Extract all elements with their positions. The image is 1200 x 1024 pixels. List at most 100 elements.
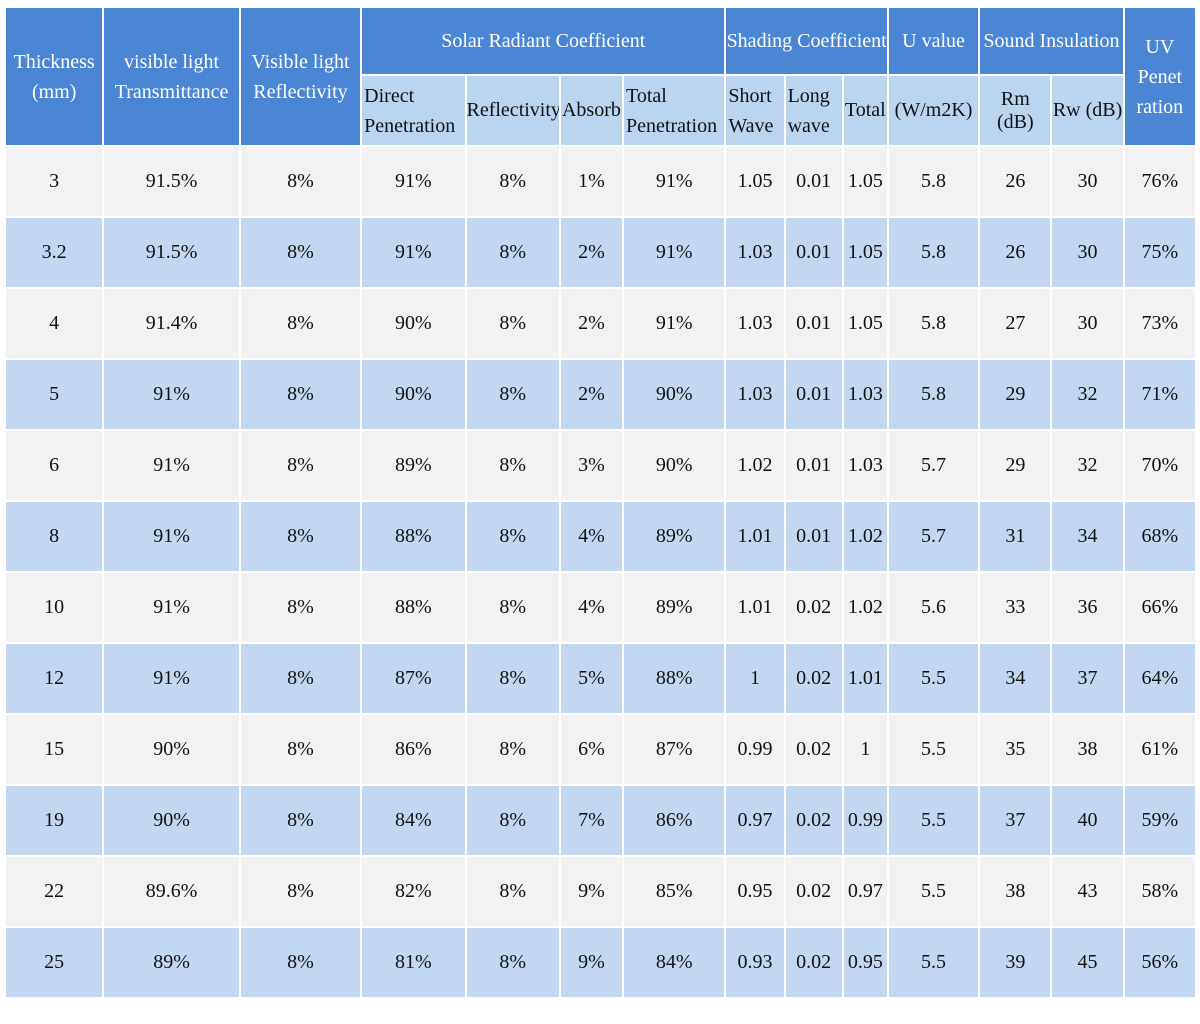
table-cell: 8% [240, 715, 361, 784]
table-cell: 3% [560, 431, 623, 500]
table-row: 10 91% 8% 88% 8% 4% 89% 1.01 0.02 1.02 5.6 33 36 66% [6, 573, 1195, 642]
table-cell: 85% [624, 857, 725, 926]
table-row: 19 90% 8% 84% 8% 7% 86% 0.97 0.02 0.99 5.5 37 40 59% [6, 786, 1195, 855]
table-cell: 30 [1052, 218, 1123, 287]
table-cell: 5.5 [888, 644, 979, 713]
header-visible-transmittance: visible light Transmittance [104, 8, 239, 145]
table-cell: 26 [980, 218, 1051, 287]
table-cell: 89% [624, 573, 725, 642]
table-cell: 8% [466, 715, 559, 784]
table-cell: 1 [726, 644, 784, 713]
header-shading-short: Short Wave [726, 76, 784, 145]
table-cell: 30 [1052, 147, 1123, 216]
table-cell: 1% [560, 147, 623, 216]
table-cell: 8% [466, 218, 559, 287]
table-cell: 0.02 [785, 715, 842, 784]
header-vr-line1: Visible light [251, 50, 350, 73]
table-body: 3 91.5% 8% 91% 8% 1% 91% 1.05 0.01 1.05 5.8 26 30 76%… [6, 147, 1195, 997]
table-cell: 8% [240, 431, 361, 500]
table-cell: 8% [240, 928, 361, 997]
table-cell: 8% [466, 147, 559, 216]
table-cell: 19 [6, 786, 103, 855]
header-vr-line2: Reflectivity [253, 80, 348, 103]
table-cell: 26 [980, 147, 1051, 216]
table-row: 8 91% 8% 88% 8% 4% 89% 1.01 0.01 1.02 5.7 31 34 68% [6, 502, 1195, 571]
header-thickness-line2: (mm) [31, 80, 77, 103]
table-cell: 56% [1124, 928, 1195, 997]
table-cell: 8% [466, 644, 559, 713]
table-cell: 4% [560, 573, 623, 642]
table-cell: 8% [240, 786, 361, 855]
table-cell: 0.97 [726, 786, 784, 855]
table-cell: 5.5 [888, 857, 979, 926]
table-cell: 38 [980, 857, 1051, 926]
header-ss-line2: Wave [728, 114, 774, 137]
table-cell: 8% [240, 147, 361, 216]
table-cell: 1.03 [726, 218, 784, 287]
table-row: 15 90% 8% 86% 8% 6% 87% 0.99 0.02 1 5.5 35 38 61% [6, 715, 1195, 784]
table-cell: 5.8 [888, 218, 979, 287]
table-cell: 8% [240, 218, 361, 287]
table-cell: 6% [560, 715, 623, 784]
table-cell: 84% [624, 928, 725, 997]
table-cell: 84% [362, 786, 465, 855]
table-cell: 0.01 [785, 289, 842, 358]
table-cell: 25 [6, 928, 103, 997]
table-cell: 38 [1052, 715, 1123, 784]
table-cell: 8% [466, 289, 559, 358]
table-cell: 2% [560, 218, 623, 287]
table-cell: 3 [6, 147, 103, 216]
header-uv: UV Penet ration [1124, 8, 1195, 145]
table-cell: 76% [1124, 147, 1195, 216]
header-u-value: U value [888, 8, 979, 74]
header-vt-line2: Transmittance [114, 80, 229, 103]
table-cell: 88% [624, 644, 725, 713]
header-uv-line1: UV [1145, 35, 1175, 58]
header-solar-group: Solar Radiant Coefficient [362, 8, 725, 74]
table-cell: 0.02 [785, 573, 842, 642]
table-row: 5 91% 8% 90% 8% 2% 90% 1.03 0.01 1.03 5.8 29 32 71% [6, 360, 1195, 429]
table-cell: 8% [466, 786, 559, 855]
header-sound-rw: Rw (dB) [1052, 76, 1123, 145]
table-cell: 91% [624, 289, 725, 358]
table-cell: 5.7 [888, 431, 979, 500]
table-cell: 4 [6, 289, 103, 358]
header-solar-reflectivity: Reflectivity [466, 76, 559, 145]
table-cell: 22 [6, 857, 103, 926]
table-cell: 71% [1124, 360, 1195, 429]
table-cell: 5.5 [888, 715, 979, 784]
table-cell: 37 [980, 786, 1051, 855]
table-cell: 64% [1124, 644, 1195, 713]
header-shading-group: Shading Coefficient [726, 8, 887, 74]
header-ss-line1: Short [728, 84, 772, 107]
header-solar-direct: Direct Penetration [362, 76, 465, 145]
table-cell: 34 [980, 644, 1051, 713]
table-cell: 1.02 [726, 431, 784, 500]
table-cell: 8% [240, 360, 361, 429]
header-vt-line1: visible light [124, 50, 220, 73]
table-cell: 8% [466, 502, 559, 571]
table-cell: 27 [980, 289, 1051, 358]
table-cell: 15 [6, 715, 103, 784]
table-cell: 75% [1124, 218, 1195, 287]
table-cell: 35 [980, 715, 1051, 784]
table-cell: 5 [6, 360, 103, 429]
table-cell: 73% [1124, 289, 1195, 358]
table-cell: 29 [980, 360, 1051, 429]
table-row: 4 91.4% 8% 90% 8% 2% 91% 1.03 0.01 1.05 5.8 27 30 73% [6, 289, 1195, 358]
table-cell: 0.01 [785, 360, 842, 429]
table-cell: 45 [1052, 928, 1123, 997]
table-cell: 3.2 [6, 218, 103, 287]
header-thickness: Thickness (mm) [6, 8, 103, 145]
table-cell: 5.7 [888, 502, 979, 571]
table-cell: 91.5% [104, 218, 239, 287]
table-cell: 0.93 [726, 928, 784, 997]
table-cell: 0.02 [785, 857, 842, 926]
table-cell: 1.01 [726, 502, 784, 571]
table-cell: 91.4% [104, 289, 239, 358]
table-cell: 86% [624, 786, 725, 855]
table-cell: 91% [362, 147, 465, 216]
table-cell: 2% [560, 360, 623, 429]
table-cell: 89% [624, 502, 725, 571]
table-cell: 1.01 [843, 644, 887, 713]
